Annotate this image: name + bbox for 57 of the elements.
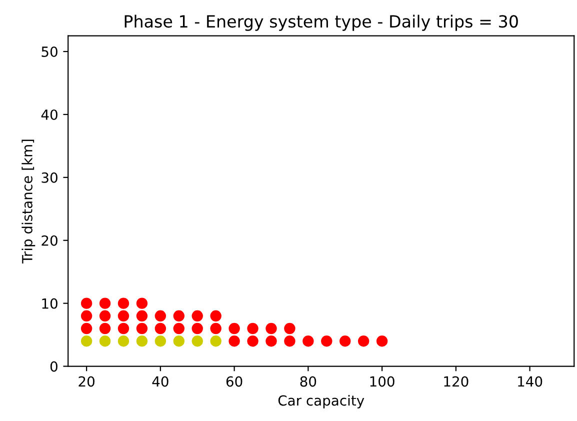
point bbox=[173, 310, 184, 322]
point bbox=[99, 335, 111, 347]
x-tick-label: 120 bbox=[444, 376, 468, 387]
point bbox=[266, 335, 277, 347]
point bbox=[210, 322, 222, 334]
point bbox=[80, 335, 92, 347]
point bbox=[136, 322, 148, 334]
point bbox=[118, 298, 130, 309]
y-tick-label: 20 bbox=[42, 235, 58, 246]
point bbox=[284, 335, 296, 347]
point bbox=[247, 322, 258, 334]
point bbox=[99, 310, 111, 322]
point bbox=[192, 310, 203, 322]
x-tick-label: 40 bbox=[152, 376, 168, 387]
point bbox=[173, 322, 184, 334]
point bbox=[192, 322, 203, 334]
point bbox=[118, 310, 130, 322]
point bbox=[228, 322, 240, 334]
point bbox=[228, 335, 240, 347]
point bbox=[358, 335, 370, 347]
point bbox=[284, 322, 296, 334]
point bbox=[302, 335, 314, 347]
point bbox=[192, 335, 203, 347]
x-axis-title: Car capacity bbox=[278, 394, 364, 408]
chart-title: Phase 1 - Energy system type - Daily trips = 30 bbox=[124, 14, 518, 31]
y-tick-label: 10 bbox=[42, 298, 58, 309]
x-tick-label: 20 bbox=[78, 376, 94, 387]
point bbox=[266, 322, 277, 334]
point bbox=[136, 335, 148, 347]
point bbox=[321, 335, 332, 347]
point bbox=[136, 298, 148, 309]
y-axis-title: Trip distance [km] bbox=[22, 140, 36, 264]
point bbox=[210, 310, 222, 322]
point bbox=[154, 335, 166, 347]
point bbox=[247, 335, 258, 347]
point bbox=[154, 322, 166, 334]
x-tick-label: 100 bbox=[370, 376, 394, 387]
point bbox=[340, 335, 351, 347]
x-tick-label: 60 bbox=[226, 376, 242, 387]
point bbox=[118, 335, 130, 347]
point bbox=[173, 335, 184, 347]
y-tick-label: 50 bbox=[42, 46, 58, 57]
y-tick-label: 40 bbox=[41, 109, 58, 120]
point bbox=[154, 310, 166, 322]
point bbox=[118, 322, 130, 334]
point bbox=[80, 298, 92, 309]
point bbox=[136, 310, 148, 322]
point bbox=[80, 310, 92, 322]
x-tick-label: 140 bbox=[518, 376, 542, 387]
y-tick-label: 30 bbox=[42, 172, 58, 183]
point bbox=[376, 335, 388, 347]
x-tick-label: 80 bbox=[300, 376, 316, 387]
point bbox=[210, 335, 222, 347]
point bbox=[99, 298, 111, 309]
point bbox=[99, 322, 111, 334]
point bbox=[80, 322, 92, 334]
y-tick-label: 0 bbox=[50, 361, 58, 372]
